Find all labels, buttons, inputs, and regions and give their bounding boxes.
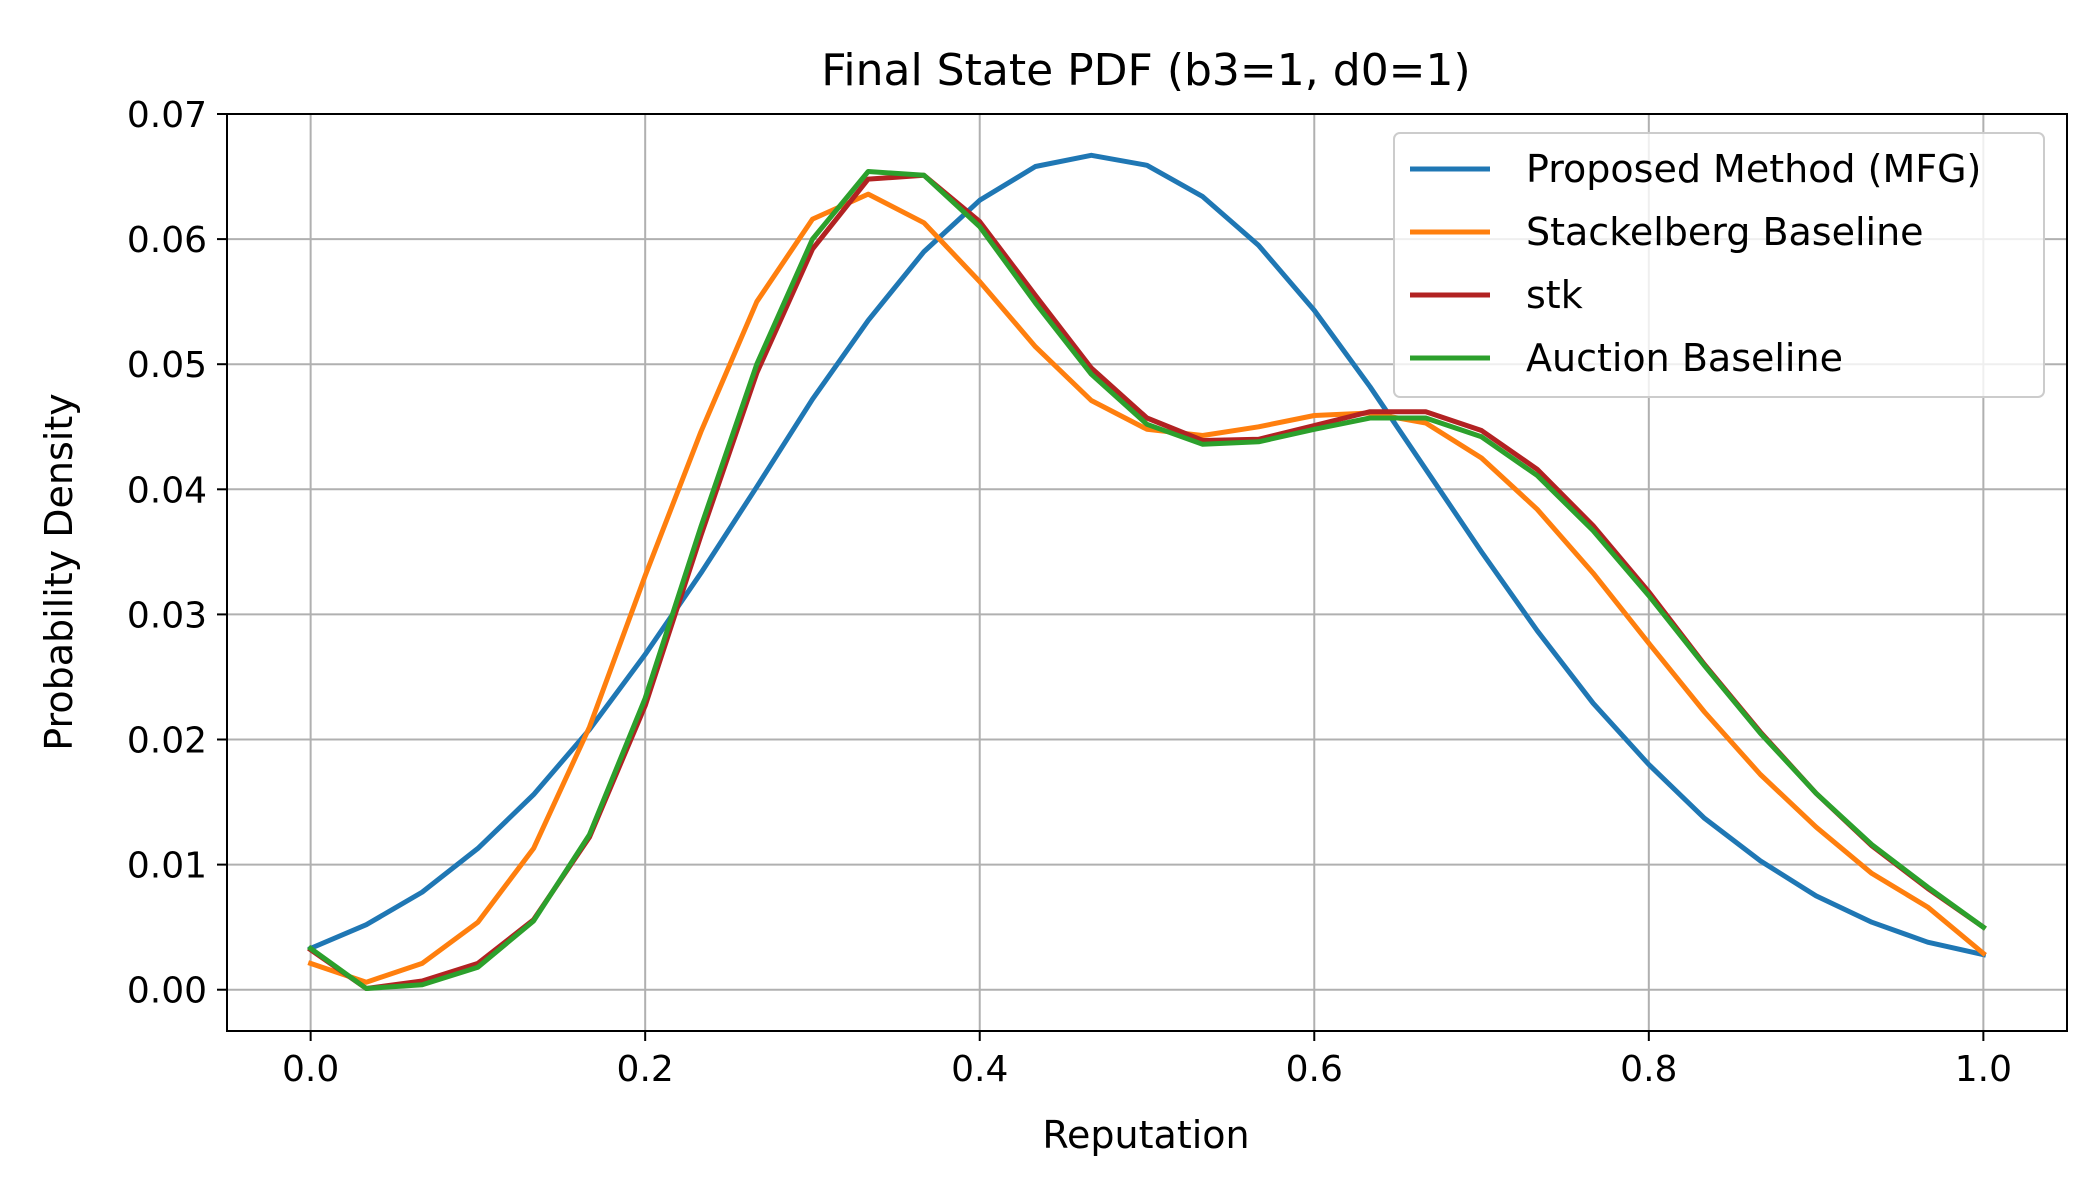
chart-title: Final State PDF (b3=1, d0=1) (821, 45, 1470, 96)
x-tick-label: 0.6 (1286, 1049, 1343, 1090)
x-tick-label: 0.2 (617, 1049, 674, 1090)
y-tick-label: 0.02 (127, 721, 207, 762)
series-line-auction-baseline (307, 169, 1987, 991)
legend-label-stackelberg-baseline: Stackelberg Baseline (1526, 210, 1924, 254)
y-tick-label: 0.07 (127, 95, 207, 136)
x-tick-label: 1.0 (1955, 1049, 2012, 1090)
y-tick-label: 0.03 (127, 595, 207, 636)
legend-box (1393, 132, 2045, 398)
legend-label-proposed-method-mfg: Proposed Method (MFG) (1526, 147, 1981, 191)
legend-label-stk: stk (1526, 273, 1583, 317)
series-line-stackelberg-baseline (307, 191, 1987, 985)
x-axis: 0.0 0.2 0.4 0.6 0.8 1.0 (282, 1031, 2012, 1090)
y-tick-label: 0.00 (127, 971, 207, 1012)
y-tick-label: 0.05 (127, 345, 207, 386)
series-lines (307, 152, 1987, 991)
x-tick-label: 0.8 (1620, 1049, 1677, 1090)
x-tick-label: 0.4 (951, 1049, 1008, 1090)
y-axis: 0.00 0.01 0.02 0.03 0.04 0.05 0.06 0.07 (127, 95, 227, 1012)
x-axis-label: Reputation (1042, 1113, 1249, 1157)
plot-frame (226, 113, 2068, 1032)
x-tick-label: 0.0 (282, 1049, 339, 1090)
y-tick-label: 0.01 (127, 846, 207, 887)
legend: Proposed Method (MFG) Stackelberg Baselin… (1393, 132, 2045, 398)
y-tick-label: 0.06 (127, 220, 207, 261)
y-axis-label: Probability Density (37, 393, 81, 750)
y-tick-label: 0.04 (127, 470, 207, 511)
legend-label-auction-baseline: Auction Baseline (1526, 336, 1843, 380)
